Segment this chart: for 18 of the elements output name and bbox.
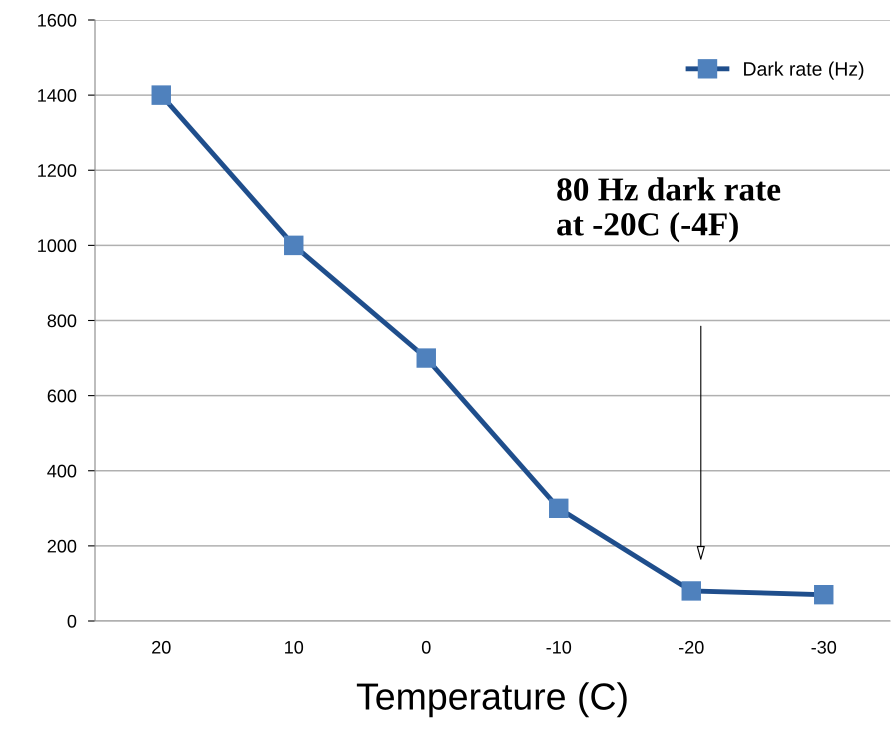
y-tick-label: 1000 xyxy=(38,239,76,252)
x-axis-title: Temperature (C) xyxy=(356,682,627,718)
y-tick-label: 1400 xyxy=(38,89,76,102)
legend-label: Dark rate (Hz) xyxy=(744,62,864,80)
x-tick-label: 10 xyxy=(285,640,304,654)
y-tick-label: 600 xyxy=(48,390,76,402)
y-tick-label: 400 xyxy=(47,464,76,478)
x-tick-label: -20 xyxy=(679,640,704,654)
y-tick-label: 1600 xyxy=(38,14,76,27)
y-tick-label: 0 xyxy=(68,614,76,628)
x-tick-label: 0 xyxy=(422,640,431,654)
x-tick-label: -10 xyxy=(546,640,572,654)
y-tick-label: 200 xyxy=(48,540,76,553)
annotation: 80 Hz dark rate at -20C (-4F) xyxy=(557,177,780,242)
y-tick-label: 1200 xyxy=(38,164,76,177)
x-tick-label: -30 xyxy=(812,640,836,654)
x-tick-label: 20 xyxy=(152,640,171,654)
y-tick-label: 800 xyxy=(48,314,76,328)
